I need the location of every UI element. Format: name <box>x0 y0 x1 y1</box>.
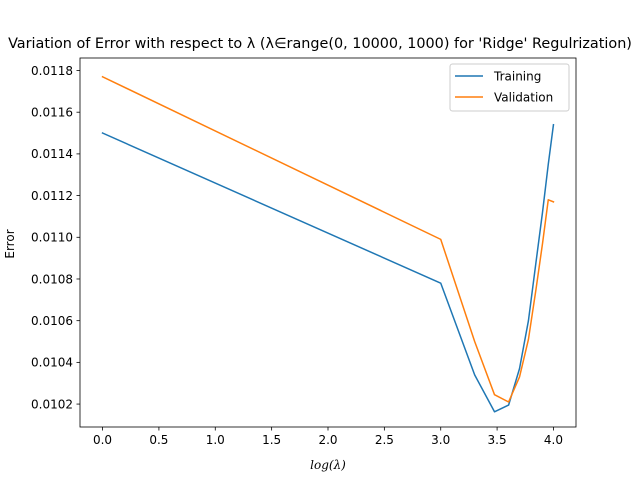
x-tick-label: 1.0 <box>206 433 225 447</box>
x-tick-label: 3.5 <box>488 433 507 447</box>
x-tick-label: 0.5 <box>149 433 168 447</box>
y-tick-label: 0.0112 <box>31 189 73 203</box>
x-axis-label: log(λ) <box>310 458 346 472</box>
x-tick-label: 0.0 <box>93 433 112 447</box>
y-tick-label: 0.0116 <box>31 106 73 120</box>
y-axis-ticks: 0.0102 0.0104 0.0106 0.0108 0.0110 0.0112 0.01… <box>31 64 80 411</box>
y-tick-label: 0.0104 <box>31 356 73 370</box>
legend-label-training: Training <box>493 69 541 83</box>
legend-label-validation: Validation <box>494 90 553 104</box>
y-tick-label: 0.0106 <box>31 314 73 328</box>
series-layer <box>101 75 555 413</box>
x-tick-label: 2.0 <box>318 433 337 447</box>
x-tick-label: 2.5 <box>375 433 394 447</box>
x-tick-label: 3.0 <box>431 433 450 447</box>
legend: Training Validation <box>449 63 570 112</box>
y-tick-label: 0.0108 <box>31 272 73 286</box>
y-tick-label: 0.0118 <box>31 64 73 78</box>
series-line-training <box>101 123 555 413</box>
x-tick-label: 1.5 <box>262 433 281 447</box>
chart-title: Variation of Error with respect to λ (λ∈… <box>8 36 632 52</box>
series-line-validation <box>101 75 555 403</box>
y-tick-label: 0.0114 <box>31 147 73 161</box>
y-axis-label: Error <box>3 229 17 258</box>
y-tick-label: 0.0102 <box>31 397 73 411</box>
x-tick-label: 4.0 <box>544 433 563 447</box>
y-tick-label: 0.0110 <box>31 231 73 245</box>
x-axis-ticks: 0.0 0.5 1.0 1.5 2.0 2.5 3.0 3.5 4.0 <box>93 427 563 447</box>
